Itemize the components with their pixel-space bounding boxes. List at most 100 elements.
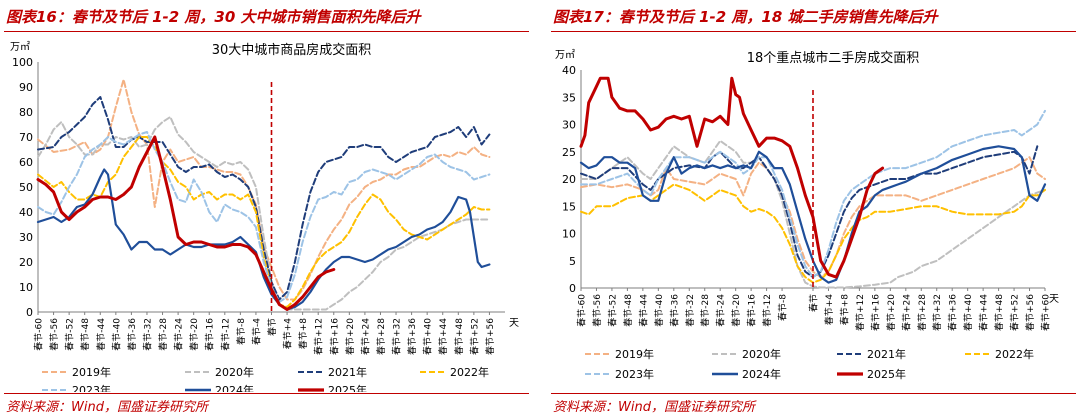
y-tick-label: 50 bbox=[19, 181, 33, 194]
x-tick-label: 春节+44 bbox=[437, 318, 449, 355]
x-tick-label: 春节-60 bbox=[576, 294, 588, 327]
series-line-2019 bbox=[37, 78, 491, 301]
legend-label: 2022年 bbox=[995, 347, 1034, 361]
legend-label: 2025年 bbox=[328, 383, 367, 392]
legend-label: 2024年 bbox=[215, 383, 254, 392]
x-tick-label: 春节-36 bbox=[126, 318, 138, 351]
source-rule bbox=[551, 393, 1076, 394]
x-tick-label: 春节-52 bbox=[64, 318, 76, 351]
x-tick-label: 春节+24 bbox=[900, 294, 912, 331]
x-tick-label: 春节-12 bbox=[219, 318, 231, 351]
x-tick-label: 春节+8 bbox=[838, 294, 850, 326]
series-line-2025 bbox=[36, 135, 336, 311]
title-rule bbox=[4, 31, 529, 32]
y-tick-label: 35 bbox=[562, 91, 576, 104]
series-line-2024 bbox=[36, 168, 491, 311]
x-tick-label: 春节+40 bbox=[962, 294, 974, 331]
y-tick-label: 25 bbox=[562, 146, 576, 159]
x-tick-label: 春节-44 bbox=[637, 294, 649, 327]
x-tick-label: 春节+48 bbox=[453, 318, 465, 355]
figure-title: 图表17：春节及节后 1-2 周，18 城二手房销售先降后升 bbox=[553, 8, 938, 26]
series-line-2023 bbox=[37, 131, 491, 303]
legend-label: 2019年 bbox=[72, 365, 111, 379]
series-line-2024 bbox=[579, 145, 1047, 284]
y-tick-label: 80 bbox=[19, 106, 33, 119]
x-tick-label: 春节+56 bbox=[1024, 294, 1036, 331]
x-tick-label: 春节+12 bbox=[854, 294, 866, 331]
series-line-2020 bbox=[37, 116, 491, 311]
legend-label: 2024年 bbox=[742, 367, 781, 381]
series-line-2021 bbox=[37, 96, 491, 301]
source-note: 资料来源：Wind，国盛证券研究所 bbox=[6, 400, 208, 415]
legend-label: 2021年 bbox=[867, 347, 906, 361]
x-tick-label: 春节+16 bbox=[328, 318, 340, 355]
x-tick-label: 春节+36 bbox=[406, 318, 418, 355]
y-tick-label: 40 bbox=[562, 64, 576, 77]
x-axis-unit: 天 bbox=[1049, 294, 1059, 305]
x-tick-label: 春节+28 bbox=[916, 294, 928, 331]
x-tick-label: 春节+36 bbox=[947, 294, 959, 331]
y-tick-label: 100 bbox=[12, 56, 33, 69]
x-tick-label: 春节-40 bbox=[110, 318, 122, 351]
y-tick-label: 15 bbox=[562, 200, 576, 213]
legend-label: 2021年 bbox=[328, 365, 367, 379]
figure-panel-right: 图表17：春节及节后 1-2 周，18 城二手房销售先降后升 18个重点城市二手… bbox=[547, 0, 1080, 420]
x-tick-label: 春节 bbox=[808, 294, 820, 312]
x-tick-label: 春节 bbox=[266, 318, 278, 336]
x-tick-label: 春节-24 bbox=[173, 318, 185, 351]
x-tick-label: 春节-24 bbox=[715, 294, 727, 327]
x-tick-label: 春节+24 bbox=[359, 318, 371, 355]
x-tick-label: 春节-60 bbox=[33, 318, 45, 351]
series-line-2022 bbox=[580, 183, 1046, 284]
x-tick-label: 春节-48 bbox=[79, 318, 91, 351]
series-line-2020 bbox=[580, 139, 1046, 289]
y-tick-label: 20 bbox=[562, 173, 576, 186]
x-tick-label: 春节+52 bbox=[468, 318, 480, 355]
x-tick-label: 春节+40 bbox=[422, 318, 434, 355]
x-tick-label: 春节-8 bbox=[235, 318, 247, 345]
line-chart-new-home-sales: 30大中城市商品房成交面积 万㎡ 0 10 20 30 40 50 60 70 80 90 100 春节-… bbox=[10, 41, 519, 392]
x-tick-label: 春节+28 bbox=[375, 318, 387, 355]
x-tick-label: 春节+20 bbox=[885, 294, 897, 331]
legend-label: 2019年 bbox=[615, 347, 654, 361]
source-note: 资料来源：Wind，国盛证券研究所 bbox=[553, 400, 755, 415]
x-tick-label: 春节-32 bbox=[141, 318, 153, 351]
x-tick-label: 春节+32 bbox=[931, 294, 943, 331]
y-axis-unit: 万㎡ bbox=[10, 41, 30, 53]
x-tick-label: 春节-20 bbox=[730, 294, 742, 327]
legend-label: 2023年 bbox=[615, 367, 654, 381]
x-tick-label: 春节-20 bbox=[188, 318, 200, 351]
x-tick-label: 春节-4 bbox=[250, 318, 262, 345]
y-tick-label: 10 bbox=[562, 228, 576, 241]
series-line-2021 bbox=[580, 145, 1039, 279]
figure-title: 图表16：春节及节后 1-2 周，30 大中城市销售面积先降后升 bbox=[6, 8, 421, 26]
x-tick-label: 春节-16 bbox=[746, 294, 758, 327]
legend-label: 2025年 bbox=[867, 367, 906, 381]
x-tick-label: 春节-28 bbox=[699, 294, 711, 327]
x-tick-label: 春节-56 bbox=[48, 318, 60, 351]
title-rule bbox=[551, 31, 1076, 32]
legend-label: 2020年 bbox=[215, 365, 254, 379]
chart-title: 30大中城市商品房成交面积 bbox=[212, 42, 372, 58]
legend-label: 2022年 bbox=[450, 365, 489, 379]
x-tick-label: 春节+32 bbox=[391, 318, 403, 355]
x-tick-label: 春节-40 bbox=[653, 294, 665, 327]
y-tick-label: 30 bbox=[562, 119, 576, 132]
series-line-2025 bbox=[579, 76, 885, 279]
x-tick-label: 春节+60 bbox=[1040, 294, 1052, 331]
x-tick-label: 春节+48 bbox=[993, 294, 1005, 331]
chart-title: 18个重点城市二手房成交面积 bbox=[747, 50, 920, 66]
x-tick-label: 春节+20 bbox=[344, 318, 356, 355]
y-tick-label: 10 bbox=[19, 281, 33, 294]
x-tick-label: 春节-36 bbox=[668, 294, 680, 327]
series-line-2023 bbox=[580, 109, 1046, 279]
y-tick-label: 30 bbox=[19, 231, 33, 244]
y-tick-label: 0 bbox=[569, 282, 576, 295]
x-axis-unit: 天 bbox=[509, 318, 519, 329]
x-tick-label: 春节-8 bbox=[777, 294, 789, 321]
y-tick-label: 90 bbox=[19, 81, 33, 94]
x-tick-label: 春节-12 bbox=[761, 294, 773, 327]
figure-panel-left: 图表16：春节及节后 1-2 周，30 大中城市销售面积先降后升 30大中城市商… bbox=[0, 0, 533, 420]
x-tick-label: 春节-48 bbox=[622, 294, 634, 327]
